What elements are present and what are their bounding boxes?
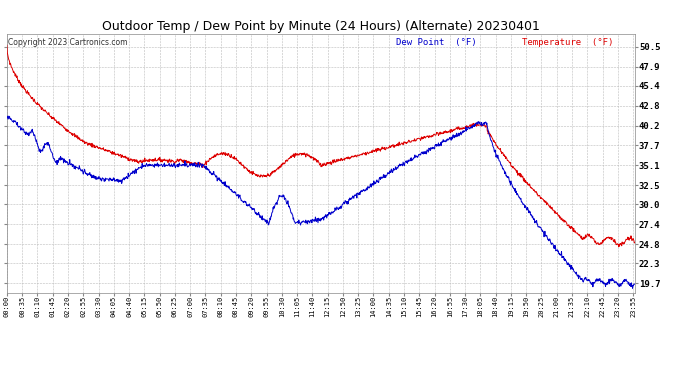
Text: Copyright 2023 Cartronics.com: Copyright 2023 Cartronics.com — [8, 38, 128, 46]
Title: Outdoor Temp / Dew Point by Minute (24 Hours) (Alternate) 20230401: Outdoor Temp / Dew Point by Minute (24 H… — [102, 20, 540, 33]
Text: Temperature  (°F): Temperature (°F) — [522, 38, 613, 46]
Text: Dew Point  (°F): Dew Point (°F) — [396, 38, 477, 46]
